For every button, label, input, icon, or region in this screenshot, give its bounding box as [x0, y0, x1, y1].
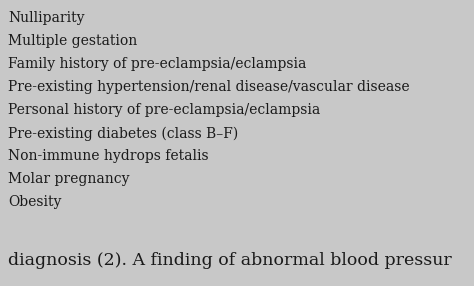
Text: Nulliparity: Nulliparity: [8, 11, 84, 25]
Text: Multiple gestation: Multiple gestation: [8, 34, 137, 48]
Text: Non-immune hydrops fetalis: Non-immune hydrops fetalis: [8, 150, 209, 164]
Text: Molar pregnancy: Molar pregnancy: [8, 172, 129, 186]
Text: Personal history of pre-eclampsia/eclampsia: Personal history of pre-eclampsia/eclamp…: [8, 104, 320, 118]
Text: Obesity: Obesity: [8, 195, 61, 209]
Text: diagnosis (2). A finding of abnormal blood pressur: diagnosis (2). A finding of abnormal blo…: [8, 252, 452, 269]
Text: Pre-existing diabetes (class B–F): Pre-existing diabetes (class B–F): [8, 126, 238, 141]
Text: Pre-existing hypertension/renal disease/vascular disease: Pre-existing hypertension/renal disease/…: [8, 80, 410, 94]
Text: Family history of pre-eclampsia/eclampsia: Family history of pre-eclampsia/eclampsi…: [8, 57, 306, 72]
